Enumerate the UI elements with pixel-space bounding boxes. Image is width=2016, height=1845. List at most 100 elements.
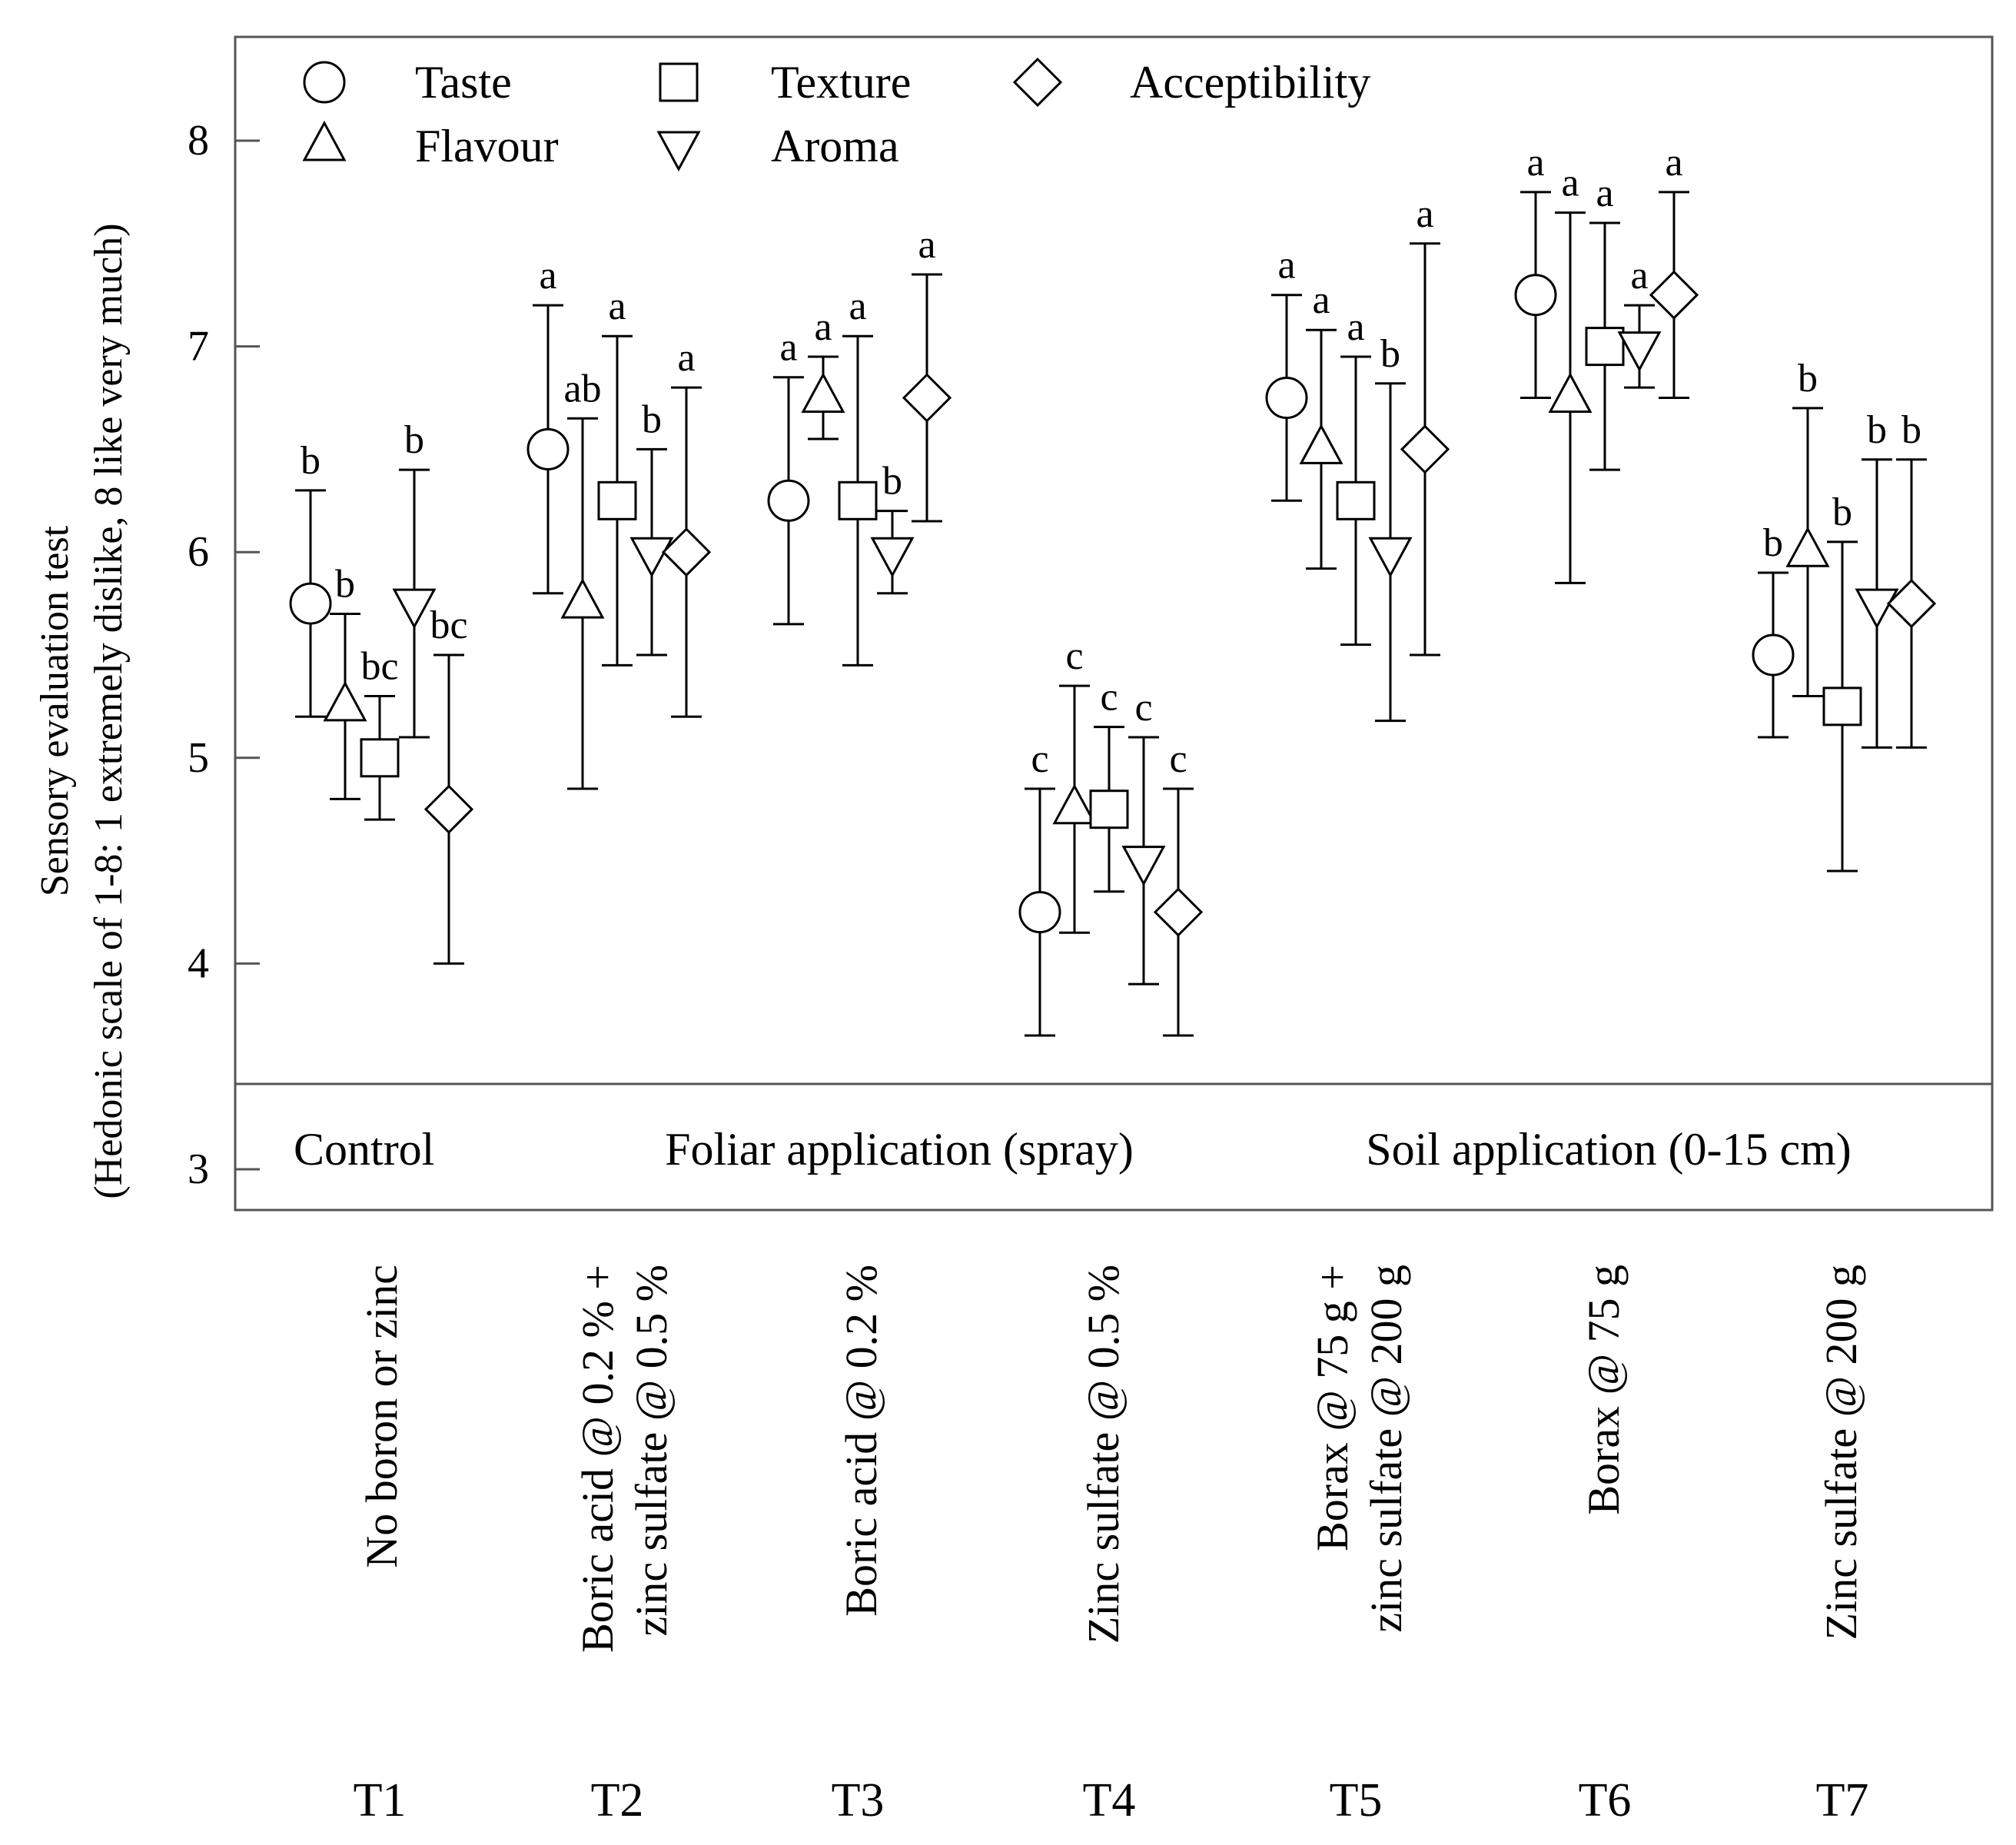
t2-taste-marker — [526, 427, 570, 470]
t2-flavour-marker — [560, 577, 605, 619]
t7-id-label: T7 — [1816, 1774, 1869, 1827]
t6-texture-sig-letter: a — [1596, 171, 1613, 215]
t2-flavour-sig-letter: ab — [563, 367, 601, 411]
t4-taste-marker — [1018, 891, 1061, 933]
t6-flavour-sig-letter: a — [1561, 161, 1579, 205]
t3-taste-sig-letter: a — [779, 326, 797, 370]
y-tick-label-3: 3 — [188, 1145, 209, 1193]
t1-texture-marker — [360, 738, 400, 778]
t1-taste-sig-letter: b — [301, 439, 321, 483]
t1-acceptibility-marker — [423, 784, 474, 834]
t4-id-label: T4 — [1083, 1774, 1136, 1827]
t2-description-line-1: Boric acid @ 0.2 % + — [573, 1265, 623, 1653]
t6-aroma-sig-letter: a — [1630, 254, 1648, 298]
t6-id-label: T6 — [1579, 1774, 1632, 1827]
legend-acceptibility-label: Acceptibility — [1130, 57, 1370, 108]
group-labels: Control Foliar application (spray) Soil ap… — [294, 1124, 1852, 1175]
t5-aroma-sig-letter: b — [1380, 332, 1400, 376]
t4-texture-marker — [1089, 790, 1129, 829]
t3-flavour-sig-letter: a — [814, 305, 832, 349]
legend-aroma-label: Aroma — [771, 121, 899, 171]
t7-flavour-sig-letter: b — [1798, 357, 1818, 401]
t1-aroma-sig-letter: b — [404, 418, 424, 462]
legend-taste-label: Taste — [415, 57, 512, 108]
legend-flavour-label: Flavour — [415, 121, 559, 171]
t2-acceptibility-marker — [661, 527, 712, 577]
t6-aroma-marker — [1617, 331, 1662, 372]
t3-taste-marker — [767, 479, 810, 522]
t5-texture-marker — [1336, 480, 1376, 520]
t1-acceptibility-sig-letter: bc — [430, 603, 467, 647]
t1-taste-marker — [289, 582, 332, 625]
t1-id-label: T1 — [354, 1774, 407, 1827]
group-label-2: Foliar application (spray) — [665, 1124, 1134, 1175]
legend: Taste Texture Acceptibility Flavour Aroma — [302, 57, 1370, 172]
y-tick-label-7: 7 — [188, 323, 209, 371]
t4-acceptibility-sig-letter: c — [1169, 737, 1187, 781]
plot-frame — [234, 35, 1994, 1212]
t5-acceptibility-sig-letter: a — [1416, 192, 1433, 236]
t7-aroma-sig-letter: b — [1867, 408, 1887, 452]
t3-acceptibility-marker — [902, 373, 952, 423]
t5-description-line-1: Borax @ 75 g + — [1307, 1265, 1357, 1551]
t1-aroma-marker — [392, 588, 437, 630]
t2-texture-sig-letter: a — [608, 284, 626, 328]
t3-acceptibility-sig-letter: a — [918, 223, 935, 267]
t7-acceptibility-sig-letter: b — [1901, 408, 1921, 452]
t6-description-line-1: Borax @ 75 g — [1579, 1265, 1629, 1515]
t7-taste-sig-letter: b — [1763, 521, 1783, 565]
t5-flavour-marker — [1299, 424, 1343, 464]
t4-acceptibility-marker — [1153, 887, 1204, 937]
t4-description-line-1: Zinc sulfate @ 0.5 % — [1078, 1265, 1128, 1644]
t5-acceptibility-marker — [1400, 424, 1450, 474]
t3-flavour-marker — [801, 372, 845, 413]
legend-texture-label: Texture — [771, 57, 911, 108]
t3-texture-sig-letter: a — [849, 284, 866, 328]
t7-taste-marker — [1752, 633, 1795, 676]
t5-taste-sig-letter: a — [1277, 244, 1295, 288]
t4-texture-sig-letter: c — [1100, 676, 1118, 720]
t1-flavour-marker — [323, 680, 367, 722]
y-axis-title-line-2: (Hedonic scale of 1-8: 1 extremely disli… — [87, 223, 131, 1198]
group-label-1: Control — [294, 1124, 434, 1175]
y-axis-title-line-1: Sensory evaluation test — [33, 525, 77, 896]
t6-taste-sig-letter: a — [1526, 141, 1544, 184]
t3-aroma-marker — [870, 537, 915, 578]
series-markers-and-error-bars — [289, 191, 1937, 1037]
legend-taste-marker — [303, 61, 346, 104]
t5-flavour-sig-letter: a — [1312, 278, 1330, 322]
t3-texture-marker — [838, 480, 878, 520]
t7-aroma-marker — [1855, 588, 1899, 630]
t4-flavour-marker — [1052, 783, 1097, 825]
t6-acceptibility-marker — [1649, 270, 1699, 320]
t5-description-line-2: zinc sulfate @ 200 g — [1361, 1265, 1411, 1633]
t2-aroma-sig-letter: b — [642, 397, 662, 441]
t1-flavour-sig-letter: b — [335, 562, 355, 606]
y-tick-label-6: 6 — [188, 528, 209, 576]
t7-texture-sig-letter: b — [1832, 490, 1852, 534]
t5-aroma-marker — [1368, 537, 1413, 578]
t2-id-label: T2 — [591, 1774, 644, 1827]
legend-acceptibility-marker — [1012, 57, 1063, 108]
y-tick-label-8: 8 — [188, 117, 209, 165]
t1-texture-sig-letter: bc — [360, 645, 398, 689]
legend-flavour-marker — [302, 120, 347, 161]
t4-taste-sig-letter: c — [1031, 737, 1048, 781]
y-tick-label-4: 4 — [188, 939, 209, 987]
t6-taste-marker — [1514, 274, 1557, 317]
t5-texture-sig-letter: a — [1347, 305, 1364, 349]
t6-flavour-marker — [1548, 372, 1593, 413]
y-axis: 3 4 5 6 7 8 — [188, 117, 260, 1193]
t5-taste-marker — [1265, 377, 1308, 419]
t7-description-line-1: Zinc sulfate @ 200 g — [1816, 1265, 1866, 1640]
group-label-3: Soil application (0-15 cm) — [1366, 1124, 1852, 1175]
t3-description-line-1: Boric acid @ 0.2 % — [836, 1265, 886, 1617]
t4-aroma-sig-letter: c — [1134, 686, 1152, 730]
t5-id-label: T5 — [1330, 1774, 1383, 1827]
legend-aroma-marker — [656, 131, 701, 172]
t2-aroma-marker — [629, 537, 674, 578]
t2-description-line-2: zinc sulfate @ 0.5 % — [626, 1265, 676, 1636]
